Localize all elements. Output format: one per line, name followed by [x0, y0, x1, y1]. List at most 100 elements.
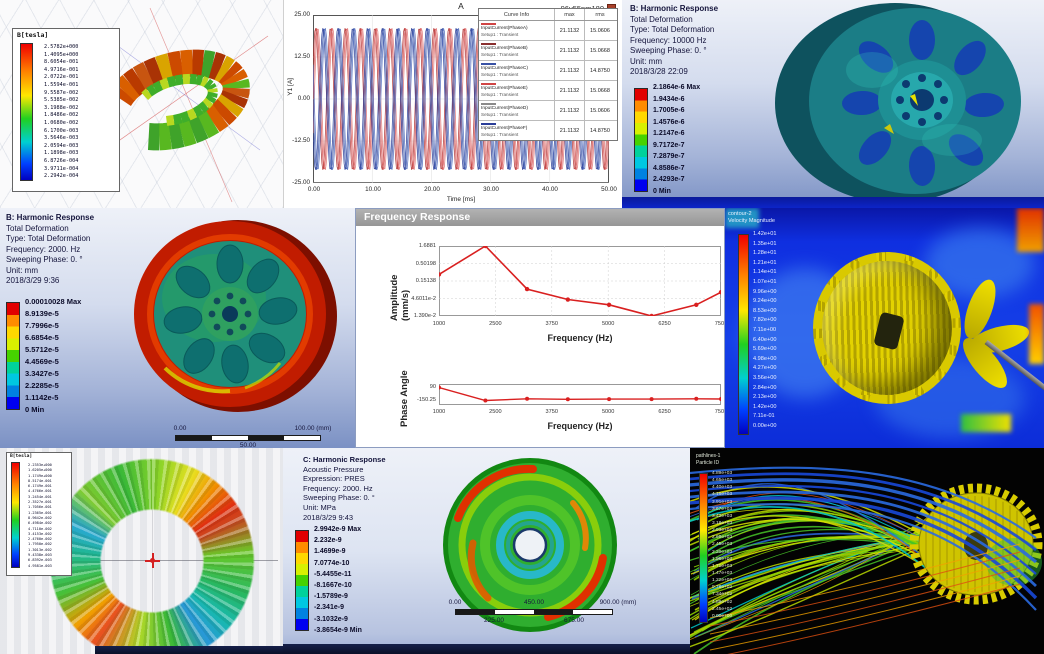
legend-value: 2.69e+03 [712, 535, 733, 541]
acoustic-disc-render [443, 458, 617, 632]
legend-header-rms: rms [595, 12, 605, 18]
flux-colorbar [20, 43, 33, 181]
legend-value: 4.16e+03 [712, 492, 733, 498]
hot-spot [1017, 208, 1044, 252]
y-tick: 1.6881 [418, 243, 436, 249]
curve-max: 21.1132 [555, 41, 585, 60]
scale-value: 4.4569e-5 [25, 357, 59, 366]
curve-setup: Setup1 : Transient [481, 131, 519, 137]
x-tick: 1000 [432, 321, 446, 327]
amplitude-y-ticks: 1.6881 0.50198 0.15138 4.6011e-2 1.390e-2 [384, 242, 436, 320]
legend-value: 2.20e+03 [712, 549, 733, 555]
result-info-line: Total Deformation [6, 223, 69, 233]
legend-value: 3.2454e-001 [28, 494, 52, 499]
contour-legend-values: 1.42e+01 1.35e+01 1.28e+01 1.21e+01 1.14e+01… [753, 230, 777, 431]
y-tick: 0.15138 [415, 278, 436, 284]
scale-colorbar [6, 302, 20, 410]
ruler-label: 450.00 [524, 599, 544, 606]
legend-value: 7.11e-01 [753, 413, 775, 420]
legend-value: 7.34e+02 [712, 592, 733, 598]
curve-setup: Setup1 : Transient [481, 31, 519, 37]
scale-value: 3.3427e-5 [25, 369, 59, 378]
scale-value: 1.1142e-5 [25, 393, 59, 402]
contour-colorbar [738, 234, 749, 435]
result-title: B: Harmonic Response [630, 4, 719, 13]
x-tick: 50.00 [601, 186, 617, 193]
legend-value: 2.3527e-001 [28, 500, 52, 505]
legend-value: 1.4095e+000 [44, 51, 79, 58]
legend-value: 1.22e+03 [712, 578, 733, 584]
scale-value: 5.5712e-5 [25, 345, 59, 354]
scale-value: -5.4455e-11 [314, 570, 352, 578]
result-title: B: Harmonic Response [6, 213, 95, 222]
legend-value: 6.1700e-003 [44, 127, 79, 134]
ruler-label-left: 0.00 [173, 425, 187, 432]
phase-x-axis-label: Frequency (Hz) [547, 421, 613, 431]
curve-rms: 14.8750 [590, 127, 610, 134]
legend-value: 9.78e+02 [712, 585, 733, 591]
legend-value: 1.47e+03 [712, 570, 733, 576]
phase-curve [439, 385, 721, 403]
panel-maxwell-torus[interactable]: B[tesla] 2.5782e+000 1.4095e+000 8.6054e-0… [0, 0, 283, 208]
scale-values: 0.00010028 Max 8.9139e-5 7.7996e-5 6.6854e-… [25, 296, 81, 416]
deformation-scale: 2.1864e-6 Max 1.9434e-6 1.7005e-6 1.4576e-6… [634, 82, 700, 197]
scale-value: -1.5789e-9 [314, 593, 348, 601]
result-info: B: Harmonic Response Total Deformation Ty… [6, 213, 94, 287]
legend-value: 2.0722e-001 [44, 74, 79, 81]
flux-legend-values: 2.5782e+000 1.4095e+000 8.6054e-001 4.9716e… [44, 44, 78, 181]
curve-rms: 15.0668 [590, 47, 610, 54]
panel-input-current-plot[interactable]: A 96v55nm180 Y1 [A] 25.0012.500.00-12.50… [283, 0, 622, 208]
origin-dot [150, 558, 155, 563]
legend-value: 1.42e+01 [753, 231, 777, 237]
curve-max: 21.1132 [555, 21, 585, 40]
panel-harmonic-10000[interactable]: B: Harmonic Response Total Deformation Ty… [622, 0, 1044, 208]
legend-row: InputCurrent(PhaseD) Setup1 : Transient … [479, 101, 617, 121]
legend-value: 2.45e+03 [712, 542, 733, 548]
scale-value: 2.4293e-7 [653, 176, 685, 183]
y-tick: 90 [429, 384, 436, 390]
flux-colorbar [11, 462, 20, 568]
scale-value: 2.9942e-9 Max [314, 526, 362, 533]
panel-frequency-response[interactable]: Frequency Response Amplitude (mm/s) 1.68… [355, 208, 725, 448]
window-titlebar[interactable]: Frequency Response [356, 209, 724, 226]
flux-legend-box: B[tesla] 2.2353e+000 1.6205e+000 1.1749e+0… [6, 452, 72, 576]
panel-pathlines[interactable]: pathlines-1 Particle ID 4.89e+03 4.65e+03… [690, 448, 1044, 654]
x-tick: 2500 [489, 409, 502, 415]
flux-legend-title: B[tesla] [17, 31, 49, 39]
legend-value: 0.00e+00 [712, 613, 733, 619]
x-tick: 3750 [545, 409, 558, 415]
curve-swatch [481, 43, 496, 45]
panel-tesla-ring[interactable]: B[tesla] 2.2353e+000 1.6205e+000 1.1749e+0… [0, 448, 283, 654]
x-tick: 5000 [601, 321, 615, 327]
legend-value: 3.67e+03 [712, 506, 733, 512]
result-info-line: Sweeping Phase: 0. ° [6, 255, 83, 264]
ruler-label: 900.00 (mm) [599, 599, 637, 606]
legend-value: 2.2353e+000 [28, 463, 52, 467]
legend-value: 1.42e+00 [753, 403, 777, 410]
scale-value: -3.1032e-9 [314, 615, 348, 623]
legend-value: 6.1749e-001 [28, 484, 52, 489]
scale-values: 2.1864e-6 Max 1.9434e-6 1.7005e-6 1.4576e-6… [653, 82, 700, 197]
panel-cfd-velocity[interactable]: contour-2 Velocity Magnitude 1.42e+01 1.3… [725, 208, 1044, 448]
panel-acoustic-pressure[interactable]: C: Harmonic Response Acoustic Pressure Ex… [283, 448, 690, 654]
legend-value: 1.7056e-001 [28, 505, 52, 510]
legend-value: 6.8392e-003 [28, 558, 52, 563]
panel-harmonic-2000[interactable]: B: Harmonic Response Total Deformation Ty… [0, 208, 355, 448]
ruler-label-mid: 50.00 [239, 442, 257, 448]
result-info-line: 2018/3/29 9:36 [6, 276, 60, 285]
scale-value: -8.1667e-10 [314, 581, 352, 589]
x-tick: 30.00 [483, 186, 499, 193]
pathlines-legend-values: 4.89e+03 4.65e+03 4.40e+03 4.16e+03 3.91e+03… [712, 470, 732, 620]
x-tick: 20.00 [424, 186, 440, 193]
scale-value: 4.8586e-7 [653, 164, 685, 172]
legend-value: 1.3013e-002 [28, 547, 52, 552]
hot-spot [725, 208, 759, 228]
legend-value: 8.5174e-001 [28, 478, 52, 483]
legend-value: 9.96e+00 [753, 288, 777, 295]
legend-value: 4.98e+00 [753, 355, 777, 362]
result-info-line: Frequency: 2000. Hz [6, 244, 81, 254]
y-tick: -150.25 [417, 397, 436, 403]
scale-value: 1.4576e-6 [653, 118, 685, 126]
legend-value: 8.9642e-002 [28, 515, 52, 520]
legend-value: 5.69e+00 [753, 346, 777, 353]
